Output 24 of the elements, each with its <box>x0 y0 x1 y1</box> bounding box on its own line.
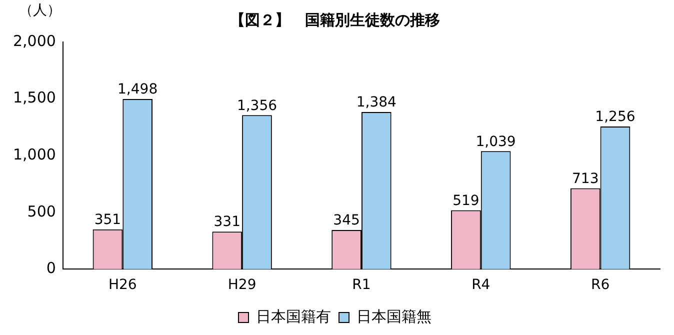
y-tick-label: 2,000 <box>12 32 56 50</box>
y-tick-label: 0 <box>46 259 56 278</box>
data-label: 1,384 <box>356 94 397 111</box>
data-label: 331 <box>214 214 240 230</box>
x-tick-label: H26 <box>108 277 137 294</box>
data-label: 1,498 <box>118 82 158 98</box>
x-tick-label: R6 <box>590 277 610 294</box>
x-tick-label: H29 <box>228 277 256 294</box>
data-label: 1,256 <box>595 109 636 126</box>
y-tick-label: 1,000 <box>12 145 56 164</box>
data-label: 519 <box>452 192 480 209</box>
y-tick-label: 1,500 <box>12 88 56 107</box>
chart-title: 【図２】 国籍別生徒数の推移 <box>230 10 440 29</box>
data-label: 1,356 <box>236 98 278 114</box>
data-label: 351 <box>94 212 122 228</box>
y-tick-label: 500 <box>27 202 56 220</box>
legend-label: 日本国籍有 <box>256 307 331 326</box>
data-label: 713 <box>572 170 599 187</box>
x-tick-label: R4 <box>472 277 490 294</box>
data-label: 1,039 <box>476 134 516 150</box>
x-tick-label: R1 <box>352 277 371 294</box>
legend-label: 日本国籍無 <box>356 307 432 326</box>
y-axis-title: （人） <box>19 2 61 19</box>
data-label: 345 <box>333 212 360 229</box>
